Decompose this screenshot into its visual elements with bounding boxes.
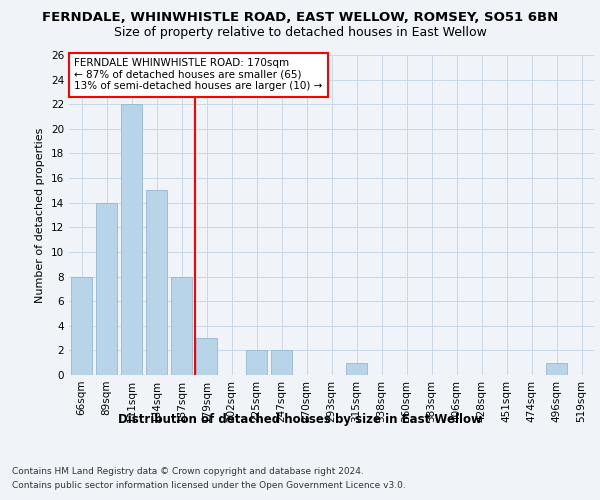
Bar (271, 350, 292, 375)
Y-axis label: Number of detached properties: Number of detached properties (35, 128, 46, 302)
Bar (96, 202, 117, 375)
Text: Size of property relative to detached houses in East Wellow: Size of property relative to detached ho… (113, 26, 487, 39)
Bar (346, 362, 367, 375)
Bar (196, 338, 217, 375)
Text: FERNDALE WHINWHISTLE ROAD: 170sqm
← 87% of detached houses are smaller (65)
13% : FERNDALE WHINWHISTLE ROAD: 170sqm ← 87% … (74, 58, 323, 92)
Text: FERNDALE, WHINWHISTLE ROAD, EAST WELLOW, ROMSEY, SO51 6BN: FERNDALE, WHINWHISTLE ROAD, EAST WELLOW,… (42, 11, 558, 24)
Bar (121, 104, 142, 375)
Text: Contains public sector information licensed under the Open Government Licence v3: Contains public sector information licen… (12, 481, 406, 490)
Bar (171, 276, 192, 375)
Bar (246, 350, 267, 375)
Bar (71, 276, 92, 375)
Text: Distribution of detached houses by size in East Wellow: Distribution of detached houses by size … (118, 412, 482, 426)
Text: Contains HM Land Registry data © Crown copyright and database right 2024.: Contains HM Land Registry data © Crown c… (12, 468, 364, 476)
Bar (546, 362, 567, 375)
Bar (146, 190, 167, 375)
